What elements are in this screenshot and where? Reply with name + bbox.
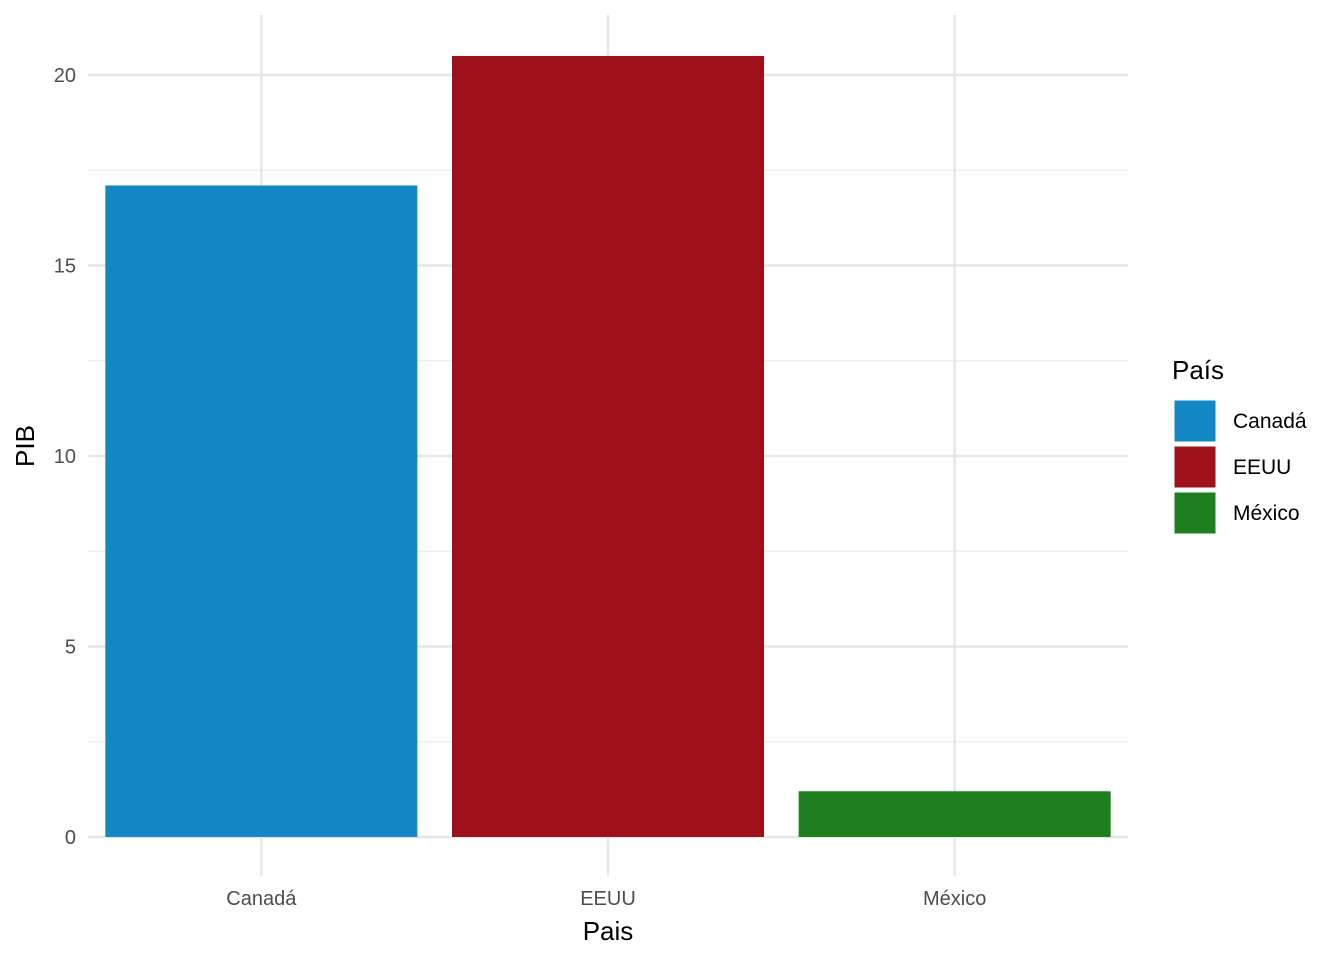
legend-key xyxy=(1173,399,1217,443)
bars xyxy=(105,55,1111,838)
legend-key xyxy=(1173,445,1217,489)
y-tick-label: 10 xyxy=(54,446,76,468)
legend-key xyxy=(1173,491,1217,535)
bar-0 xyxy=(105,185,418,838)
legend-title: País xyxy=(1172,355,1224,385)
bar-1 xyxy=(452,55,764,837)
legend-label: Canadá xyxy=(1233,410,1307,433)
bar-2 xyxy=(798,791,1111,837)
y-tick-labels: 0 5 10 15 20 xyxy=(54,65,76,849)
y-tick-label: 20 xyxy=(54,65,76,87)
x-tick-labels: Canadá EEUU México xyxy=(226,888,986,910)
legend: País Canadá EEUU México xyxy=(1172,355,1307,535)
legend-label: EEUU xyxy=(1233,456,1291,479)
x-tick-label: Canadá xyxy=(226,888,297,910)
y-axis-title: PIB xyxy=(10,425,40,467)
y-tick-label: 15 xyxy=(54,256,76,278)
x-tick-label: México xyxy=(923,888,986,910)
y-tick-label: 0 xyxy=(65,827,76,849)
legend-label: México xyxy=(1233,502,1300,525)
x-tick-label: EEUU xyxy=(580,888,636,910)
y-tick-label: 5 xyxy=(65,637,76,659)
x-axis-title: Pais xyxy=(583,916,634,946)
